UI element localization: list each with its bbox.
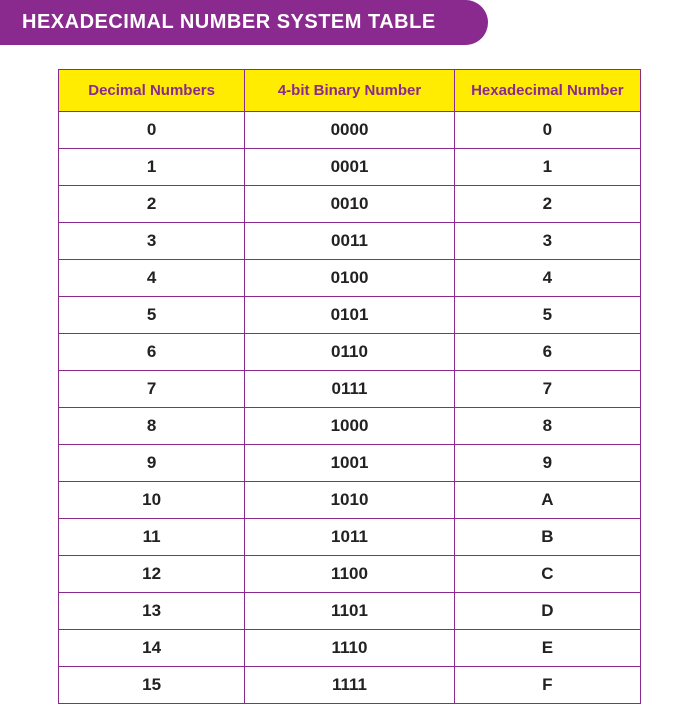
table-cell: 2 (59, 186, 245, 223)
table-row: 401004 (59, 260, 641, 297)
table-row: 141110E (59, 630, 641, 667)
col-header-binary: 4-bit Binary Number (245, 70, 455, 112)
table-cell: E (454, 630, 640, 667)
table-header-row: Decimal Numbers 4-bit Binary Number Hexa… (59, 70, 641, 112)
table-cell: 6 (59, 334, 245, 371)
table-cell: 0 (59, 112, 245, 149)
col-header-decimal: Decimal Numbers (59, 70, 245, 112)
table-row: 101010A (59, 482, 641, 519)
table-cell: 1010 (245, 482, 455, 519)
table-cell: 8 (454, 408, 640, 445)
table-container: Decimal Numbers 4-bit Binary Number Hexa… (0, 45, 699, 728)
table-cell: 0111 (245, 371, 455, 408)
table-cell: F (454, 667, 640, 704)
table-row: 601106 (59, 334, 641, 371)
table-cell: 2 (454, 186, 640, 223)
hex-table: Decimal Numbers 4-bit Binary Number Hexa… (58, 69, 641, 704)
table-cell: 1110 (245, 630, 455, 667)
table-cell: B (454, 519, 640, 556)
table-cell: 1 (454, 149, 640, 186)
table-cell: 9 (59, 445, 245, 482)
table-cell: 7 (59, 371, 245, 408)
table-cell: A (454, 482, 640, 519)
table-cell: 0100 (245, 260, 455, 297)
table-row: 810008 (59, 408, 641, 445)
table-cell: 11 (59, 519, 245, 556)
table-row: 701117 (59, 371, 641, 408)
table-row: 111011B (59, 519, 641, 556)
table-cell: 10 (59, 482, 245, 519)
table-cell: 5 (454, 297, 640, 334)
table-row: 131101D (59, 593, 641, 630)
table-cell: 0001 (245, 149, 455, 186)
table-row: 910019 (59, 445, 641, 482)
table-cell: 1 (59, 149, 245, 186)
table-cell: 1001 (245, 445, 455, 482)
table-cell: 0 (454, 112, 640, 149)
table-row: 501015 (59, 297, 641, 334)
table-cell: 7 (454, 371, 640, 408)
table-cell: 15 (59, 667, 245, 704)
table-cell: 13 (59, 593, 245, 630)
table-row: 200102 (59, 186, 641, 223)
table-cell: 1101 (245, 593, 455, 630)
table-cell: 3 (59, 223, 245, 260)
table-row: 151111F (59, 667, 641, 704)
table-cell: 1011 (245, 519, 455, 556)
table-cell: 8 (59, 408, 245, 445)
table-cell: 0110 (245, 334, 455, 371)
col-header-hex: Hexadecimal Number (454, 70, 640, 112)
table-cell: 14 (59, 630, 245, 667)
table-cell: 0010 (245, 186, 455, 223)
table-cell: 9 (454, 445, 640, 482)
table-row: 300113 (59, 223, 641, 260)
page-title: HEXADECIMAL NUMBER SYSTEM TABLE (0, 0, 488, 45)
table-cell: 0000 (245, 112, 455, 149)
table-cell: 4 (59, 260, 245, 297)
table-row: 100011 (59, 149, 641, 186)
table-cell: 5 (59, 297, 245, 334)
table-cell: 0101 (245, 297, 455, 334)
table-cell: 1000 (245, 408, 455, 445)
table-cell: 12 (59, 556, 245, 593)
table-row: 121100C (59, 556, 641, 593)
table-cell: 4 (454, 260, 640, 297)
table-cell: 3 (454, 223, 640, 260)
table-cell: C (454, 556, 640, 593)
table-cell: 1100 (245, 556, 455, 593)
table-cell: 6 (454, 334, 640, 371)
table-row: 000000 (59, 112, 641, 149)
table-cell: 0011 (245, 223, 455, 260)
table-cell: D (454, 593, 640, 630)
table-cell: 1111 (245, 667, 455, 704)
table-body: 0000001000112001023001134010045010156011… (59, 112, 641, 704)
